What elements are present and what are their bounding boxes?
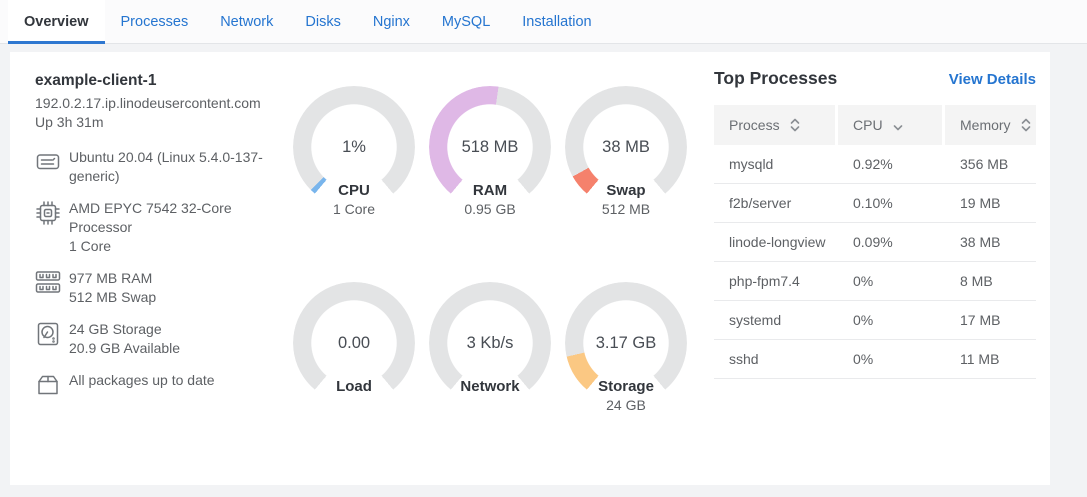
process-name: linode-longview: [729, 234, 826, 250]
process-cpu: 0%: [853, 312, 874, 328]
tab-disks[interactable]: Disks: [305, 13, 341, 30]
process-table-body: mysqld 0.92% 356 MB f2b/server 0.10% 19 …: [714, 145, 1036, 379]
overview-card: example-client-1 192.0.2.17.ip.linodeuse…: [10, 52, 1050, 485]
ram-icon: [35, 269, 69, 307]
client-hostname: example-client-1: [35, 72, 157, 89]
process-cpu: 0.09%: [853, 234, 893, 250]
tab-processes[interactable]: Processes: [120, 13, 189, 30]
view-details-link[interactable]: View Details: [948, 71, 1036, 88]
process-name: mysqld: [729, 156, 774, 172]
tab-network[interactable]: Network: [220, 13, 274, 30]
client-uptime: Up 3h 31m: [35, 114, 104, 130]
process-cpu: 0%: [853, 273, 874, 289]
swap-total: 512 MB Swap: [69, 289, 157, 305]
storage-available: 20.9 GB Available: [69, 340, 181, 356]
spec-storage: 24 GB Storage 20.9 GB Available: [35, 320, 286, 358]
gauge-cpu-ring: [293, 86, 415, 208]
disk-icon: [35, 320, 69, 358]
os-label: Ubuntu 20.04 (Linux 5.4.0-137-generic): [69, 149, 263, 184]
ram-total: 977 MB RAM: [69, 270, 153, 286]
table-row: f2b/server 0.10% 19 MB: [714, 184, 1036, 223]
table-row: php-fpm7.4 0% 8 MB: [714, 262, 1036, 301]
gauge-load-ring: [293, 282, 415, 404]
column-header-cpu[interactable]: CPU: [838, 105, 942, 145]
gauge-network: 3 Kb/s Network: [429, 282, 551, 414]
sort-both-icon: [789, 118, 801, 132]
process-memory: 11 MB: [960, 351, 1000, 367]
client-info-panel: example-client-1 192.0.2.17.ip.linodeuse…: [10, 52, 286, 485]
tab-overview[interactable]: Overview: [8, 0, 105, 44]
cpu-model: AMD EPYC 7542 32-Core Processor: [69, 200, 232, 235]
process-memory: 17 MB: [960, 312, 1001, 328]
storage-total: 24 GB Storage: [69, 321, 162, 337]
gauge-ram: 518 MB RAM 0.95 GB: [429, 86, 551, 218]
gauge-cpu-value: 1%: [342, 137, 366, 156]
cpu-cores: 1 Core: [69, 238, 112, 254]
process-memory: 38 MB: [960, 234, 1001, 250]
spec-packages: All packages up to date: [35, 371, 286, 403]
process-cpu: 0%: [853, 351, 874, 367]
gauge-load: 0.00 Load: [293, 282, 415, 414]
gauges-grid: 1% CPU 1 Core 518 MB RAM 0.95 GB 38 MB S…: [286, 52, 696, 485]
tab-mysql[interactable]: MySQL: [441, 13, 491, 30]
gauge-storage-ring: [565, 282, 687, 404]
process-name: php-fpm7.4: [729, 273, 800, 289]
gauge-ram-ring: [429, 86, 551, 208]
tab-nginx[interactable]: Nginx: [372, 13, 410, 30]
column-header-memory[interactable]: Memory: [945, 105, 1036, 145]
process-table-header: Process CPU Memory: [714, 105, 1036, 145]
gauge-load-value: 0.00: [337, 333, 371, 352]
gauge-swap-ring: [565, 86, 687, 208]
packages-status: All packages up to date: [69, 372, 215, 388]
process-memory: 356 MB: [960, 156, 1009, 172]
gauge-network-ring: [429, 282, 551, 404]
gauge-ram-value: 518 MB: [461, 137, 519, 156]
gauge-swap-value: 38 MB: [602, 137, 650, 156]
spec-memory: 977 MB RAM 512 MB Swap: [35, 269, 286, 307]
table-row: mysqld 0.92% 356 MB: [714, 145, 1036, 184]
process-memory: 19 MB: [960, 195, 1001, 211]
process-cpu: 0.92%: [853, 156, 893, 172]
top-processes-panel: Top Processes View Details Process CPU M…: [696, 52, 1050, 485]
gauge-storage-value: 3.17 GB: [595, 333, 657, 352]
process-cpu: 0.10%: [853, 195, 893, 211]
table-row: sshd 0% 11 MB: [714, 340, 1036, 379]
gauge-network-value: 3 Kb/s: [466, 333, 514, 352]
process-name: f2b/server: [729, 195, 792, 211]
column-header-process[interactable]: Process: [714, 105, 835, 145]
gauge-storage: 3.17 GB Storage 24 GB: [565, 282, 687, 414]
spec-cpu: AMD EPYC 7542 32-Core Processor 1 Core: [35, 199, 286, 256]
tab-installation[interactable]: Installation: [522, 13, 592, 30]
table-row: systemd 0% 17 MB: [714, 301, 1036, 340]
sort-both-icon: [1020, 118, 1032, 132]
spec-os: Ubuntu 20.04 (Linux 5.4.0-137-generic): [35, 148, 286, 186]
process-name: sshd: [729, 351, 759, 367]
cpu-chip-icon: [35, 199, 69, 256]
os-icon: [35, 148, 69, 186]
gauge-cpu: 1% CPU 1 Core: [293, 86, 415, 218]
client-domain: 192.0.2.17.ip.linodeusercontent.com: [35, 95, 261, 111]
top-processes-title: Top Processes: [714, 68, 838, 88]
package-box-icon: [35, 371, 69, 403]
sort-desc-icon: [892, 124, 904, 133]
process-name: systemd: [729, 312, 782, 328]
gauge-swap: 38 MB Swap 512 MB: [565, 86, 687, 218]
tab-bar: Overview Processes Network Disks Nginx M…: [0, 0, 1087, 44]
table-row: linode-longview 0.09% 38 MB: [714, 223, 1036, 262]
process-memory: 8 MB: [960, 273, 993, 289]
page-background: example-client-1 192.0.2.17.ip.linodeuse…: [0, 44, 1087, 497]
